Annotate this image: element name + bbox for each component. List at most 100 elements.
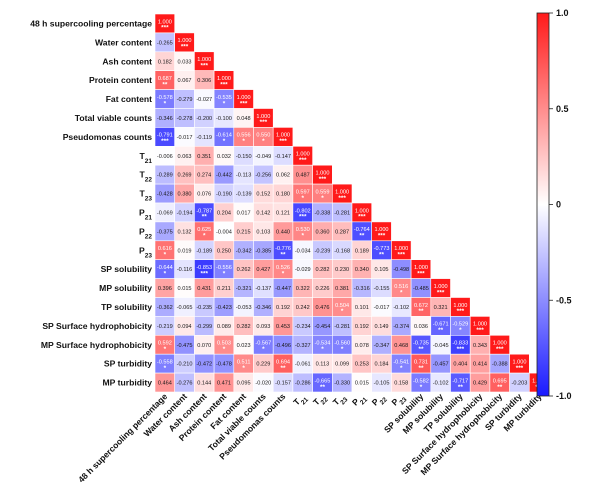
- cell-significance-label: ***: [161, 138, 169, 145]
- cell-significance-label: ***: [516, 365, 524, 372]
- cell-significance-label: ***: [201, 270, 209, 277]
- row-label: MP Surface hydrophobicity: [41, 340, 152, 350]
- cell-value-label: 1.000: [158, 19, 172, 25]
- row-label: Pseudomonas counts: [63, 132, 153, 142]
- cell-value-label: 0.121: [276, 210, 290, 216]
- cell-value-label: -0.045: [433, 343, 449, 349]
- cell-value-label: 0.414: [473, 362, 487, 368]
- row-label: SP turbidity: [104, 359, 152, 369]
- cell-value-label: 0.427: [256, 267, 270, 273]
- cell-value-label: -0.116: [177, 267, 192, 273]
- cell-value-label: -0.535: [216, 95, 232, 101]
- cell-value-label: 0.095: [237, 381, 251, 387]
- cell-significance-label: *: [223, 138, 226, 145]
- row-label: MP turbidity: [103, 378, 153, 388]
- cell-value-label: 0.070: [197, 343, 211, 349]
- colorbar-tick-label: 1.0: [556, 8, 569, 18]
- cell-value-label: -0.235: [196, 305, 212, 311]
- cell-value-label: 0.113: [316, 362, 330, 368]
- cell-value-label: -0.276: [177, 381, 193, 387]
- row-label: MP solubility: [99, 283, 152, 293]
- cell-significance-label: **: [281, 251, 286, 258]
- row-label: T21: [140, 151, 153, 165]
- cell-value-label: 0.204: [217, 210, 231, 216]
- cell-value-label: 0.253: [355, 362, 369, 368]
- cell-significance-label: ***: [437, 289, 445, 296]
- cell-value-label: 0.476: [315, 305, 329, 311]
- cell-value-label: 0.287: [335, 229, 349, 235]
- cell-significance-label: *: [341, 346, 344, 353]
- cell-value-label: -0.113: [236, 173, 251, 179]
- cell-value-label: -0.567: [255, 341, 271, 347]
- cell-value-label: -0.330: [334, 381, 350, 387]
- cell-value-label: 0.158: [394, 381, 408, 387]
- cell-value-label: 0.033: [178, 59, 192, 65]
- cell-value-label: 0.550: [256, 133, 270, 139]
- cell-value-label: -0.457: [433, 362, 449, 368]
- cell-value-label: -0.061: [295, 362, 311, 368]
- cell-value-label: 0.226: [315, 286, 329, 292]
- cell-value-label: 1.000: [197, 57, 211, 63]
- cell-value-label: -0.069: [157, 210, 173, 216]
- column-label: T21: [291, 391, 310, 410]
- cell-significance-label: *: [223, 270, 226, 277]
- cell-value-label: -0.190: [216, 192, 232, 198]
- cell-value-label: 1.000: [473, 322, 487, 328]
- cell-value-label: 0.381: [335, 286, 349, 292]
- cell-value-label: -0.534: [315, 341, 331, 347]
- cell-significance-label: **: [379, 251, 384, 258]
- cell-value-label: 1.000: [493, 341, 507, 347]
- cell-value-label: 0.343: [473, 343, 487, 349]
- cell-value-label: -0.119: [197, 135, 212, 141]
- cell-value-label: -0.027: [196, 97, 212, 103]
- cell-value-label: 0.242: [296, 305, 310, 311]
- cell-value-label: 0.687: [158, 76, 172, 82]
- cell-value-label: -0.338: [315, 210, 331, 216]
- cell-value-label: 0.215: [237, 229, 251, 235]
- cell-significance-label: *: [164, 251, 167, 258]
- cell-significance-label: ***: [457, 308, 465, 315]
- cell-value-label: 0.062: [276, 173, 290, 179]
- cell-value-label: 1.000: [217, 76, 231, 82]
- cell-value-label: 0.023: [237, 343, 251, 349]
- cell-significance-label: ***: [260, 119, 268, 126]
- cell-value-label: -0.210: [177, 362, 193, 368]
- cell-value-label: 1.000: [178, 38, 192, 44]
- row-label: TP solubility: [101, 302, 152, 312]
- cell-value-label: 0.380: [178, 192, 192, 198]
- cell-value-label: 0.282: [315, 267, 329, 273]
- cell-value-label: -0.787: [196, 208, 212, 214]
- column-label: P23: [389, 391, 408, 410]
- cell-value-label: 0.089: [217, 324, 231, 330]
- cell-value-label: -0.137: [255, 286, 271, 292]
- cell-value-label: 0.015: [178, 286, 192, 292]
- cell-significance-label: *: [223, 346, 226, 353]
- cell-value-label: 0.250: [217, 248, 231, 254]
- cell-value-label: 0.048: [237, 116, 251, 122]
- cell-value-label: 0.229: [256, 362, 270, 368]
- cell-value-label: 1.000: [315, 170, 329, 176]
- cell-value-label: -0.006: [157, 154, 173, 160]
- cell-significance-label: *: [400, 365, 403, 372]
- cell-value-label: 1.000: [453, 303, 467, 309]
- cell-value-label: -0.374: [393, 324, 409, 330]
- cell-value-label: 0.731: [414, 359, 428, 365]
- cell-value-label: 0.152: [256, 192, 270, 198]
- cell-value-label: -0.346: [255, 305, 271, 311]
- cell-value-label: 0.511: [237, 359, 251, 365]
- cell-value-label: 0.105: [375, 267, 389, 273]
- cell-value-label: 0.101: [355, 305, 369, 311]
- colorbar-gradient: [536, 12, 550, 397]
- cell-value-label: 0.182: [158, 59, 172, 65]
- cell-significance-label: ***: [457, 346, 465, 353]
- column-label: T23: [331, 391, 350, 410]
- row-label: Water content: [95, 37, 152, 47]
- cell-value-label: 0.597: [296, 189, 310, 195]
- cell-significance-label: ***: [299, 214, 307, 221]
- cell-value-label: -0.029: [295, 267, 311, 273]
- cell-value-label: -0.102: [393, 305, 409, 311]
- cell-value-label: -0.194: [177, 210, 193, 216]
- cell-significance-label: ***: [378, 233, 386, 240]
- cell-value-label: 0.487: [296, 173, 310, 179]
- cell-value-label: 0.322: [296, 286, 310, 292]
